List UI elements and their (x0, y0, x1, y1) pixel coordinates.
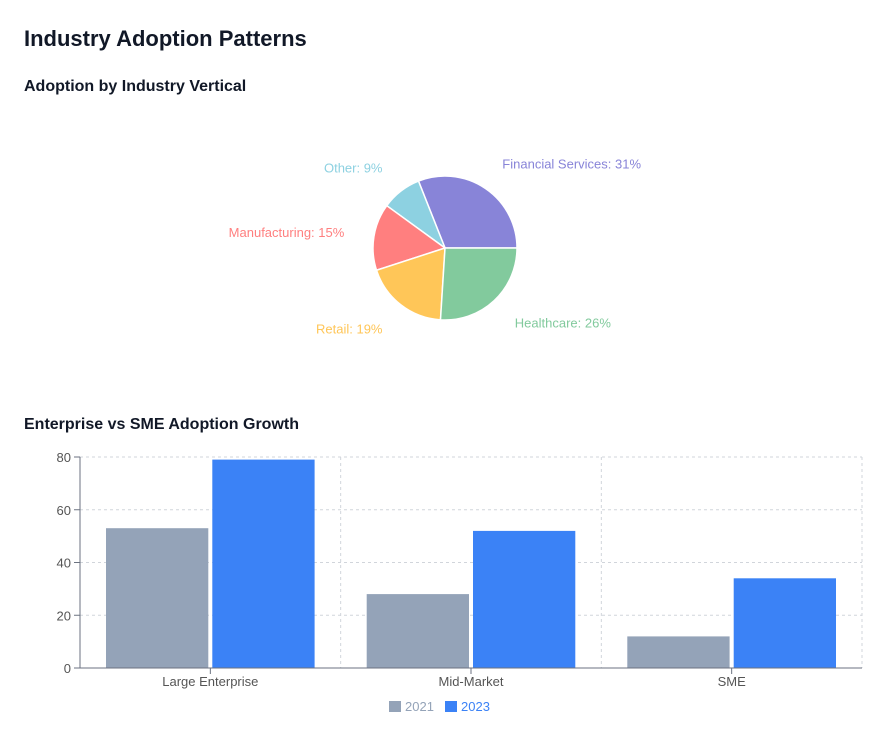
bar-2021-mid-market (366, 594, 469, 668)
y-tick-label: 40 (57, 556, 71, 571)
page-title: Industry Adoption Patterns (24, 26, 307, 51)
legend-label-2021[interactable]: 2021 (405, 699, 434, 714)
x-tick-label: SME (718, 674, 747, 689)
pie-label-other: Other: 9% (324, 160, 383, 175)
pie-slice-healthcare (439, 247, 518, 321)
bar-2023-sme (733, 578, 836, 668)
pie-slice-manufacturing (372, 204, 447, 272)
pie-slice-financial-services (417, 175, 518, 249)
bar-2023-large-enterprise (212, 459, 315, 668)
pie-label-financial-services: Financial Services: 31% (502, 157, 641, 172)
y-tick-label: 20 (57, 608, 71, 623)
pie-label-healthcare: Healthcare: 26% (515, 315, 612, 330)
y-tick-label: 60 (57, 503, 71, 518)
legend-label-2023[interactable]: 2023 (461, 699, 490, 714)
y-tick-label: 80 (57, 450, 71, 465)
pie-chart-title: Adoption by Industry Vertical (24, 78, 247, 95)
pie-chart: Financial Services: 31% Other: 9% Manufact… (229, 157, 642, 337)
bar-chart-title: Enterprise vs SME Adoption Growth (24, 416, 299, 433)
pie-label-manufacturing: Manufacturing: 15% (229, 225, 345, 240)
x-tick-label: Mid-Market (438, 674, 503, 689)
x-tick-label: Large Enterprise (162, 674, 258, 689)
legend-swatch-2023[interactable] (445, 701, 457, 712)
y-tick-label: 0 (64, 661, 71, 676)
bar-2023-mid-market (473, 530, 576, 668)
bar-2021-sme (627, 636, 730, 668)
pie-slice-retail (375, 246, 446, 321)
bar-2021-large-enterprise (106, 528, 209, 668)
legend-swatch-2021[interactable] (389, 701, 401, 712)
pie-label-retail: Retail: 19% (316, 322, 383, 337)
